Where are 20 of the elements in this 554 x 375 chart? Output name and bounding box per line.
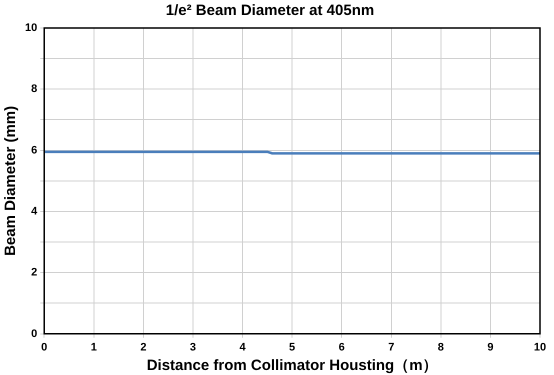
x-tick-label: 7 bbox=[388, 341, 394, 354]
x-tick-label: 3 bbox=[190, 341, 196, 354]
x-axis-title: Distance from Collimator Housting（m） bbox=[146, 357, 438, 374]
x-tick-label: 6 bbox=[338, 341, 345, 354]
y-axis-title: Beam Diameter (mm) bbox=[2, 106, 20, 256]
y-tick-label: 10 bbox=[24, 22, 38, 34]
x-tick-label: 4 bbox=[239, 341, 246, 354]
y-tick-label: 6 bbox=[31, 144, 38, 156]
chart-title: 1/e² Beam Diameter at 405nm bbox=[166, 2, 374, 20]
x-tick-label: 9 bbox=[487, 341, 494, 354]
y-tick-label: 4 bbox=[31, 206, 38, 218]
y-tick-label: 0 bbox=[31, 328, 38, 340]
x-tick-label: 10 bbox=[534, 341, 546, 354]
y-tick-label: 8 bbox=[31, 83, 38, 96]
y-tick-label: 2 bbox=[31, 266, 38, 279]
x-tick-label: 8 bbox=[438, 341, 444, 354]
x-tick-label: 5 bbox=[289, 341, 296, 354]
x-tick-label: 2 bbox=[140, 341, 146, 354]
x-tick-label: 0 bbox=[41, 341, 48, 354]
x-tick-label: 1 bbox=[90, 341, 97, 354]
